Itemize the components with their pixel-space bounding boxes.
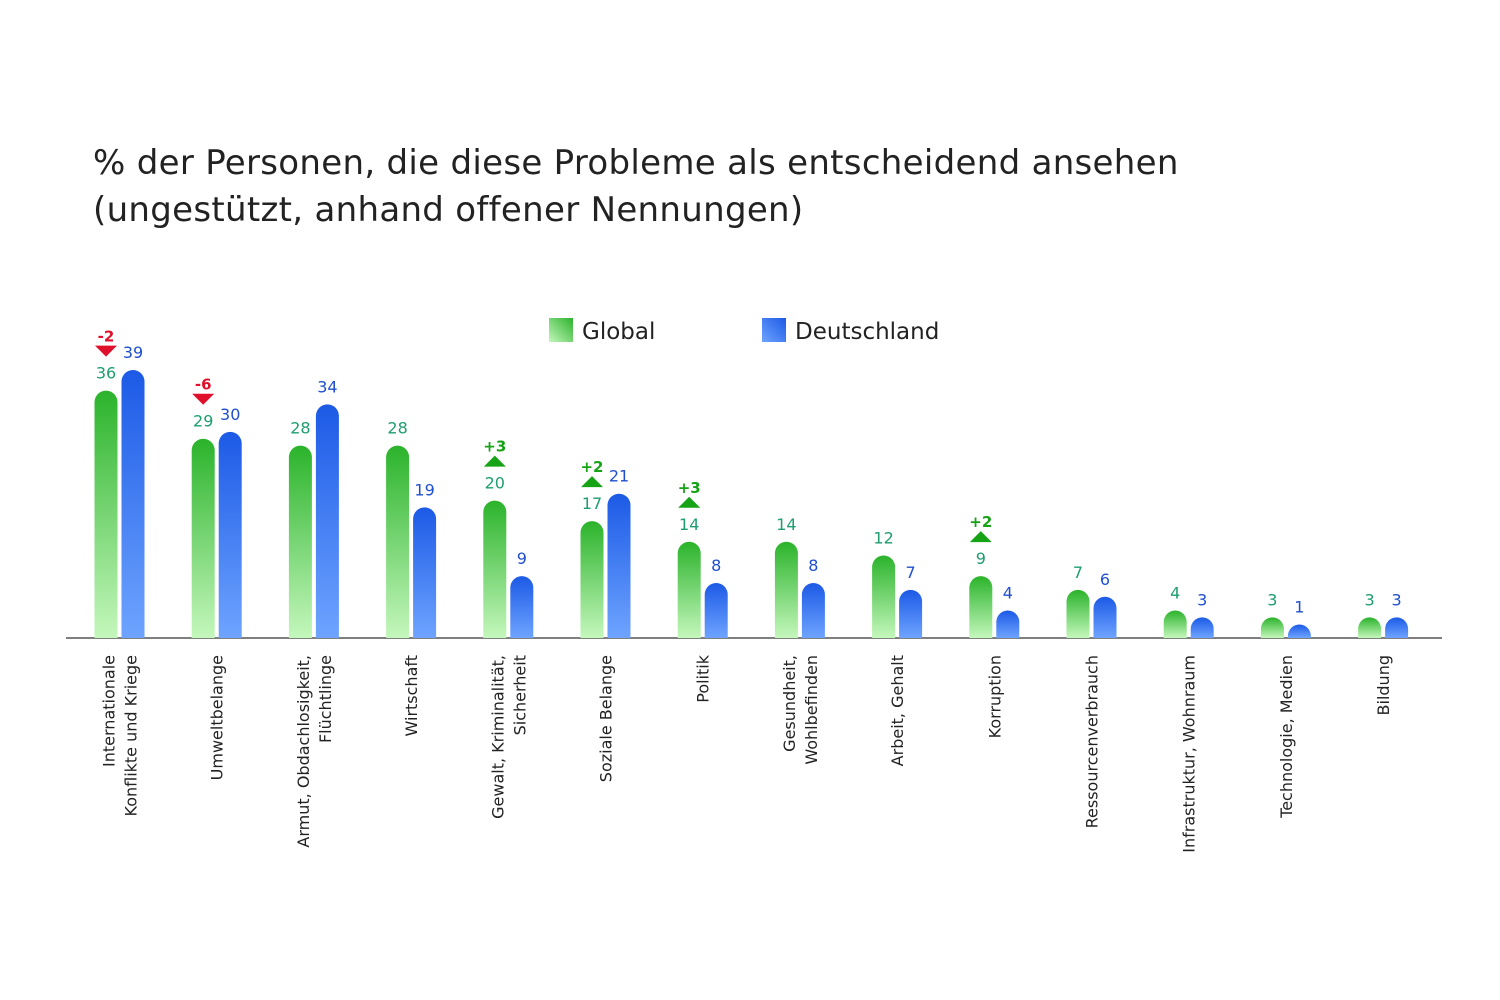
data-label-deutschland: 3 <box>1197 590 1207 609</box>
bar-deutschland <box>1287 624 1311 638</box>
change-up-triangle-icon <box>483 455 506 467</box>
bar-global <box>483 500 507 638</box>
change-up-triangle-icon <box>581 476 603 488</box>
chart-title-line: % der Personen, die diese Probleme als e… <box>93 143 1179 183</box>
data-label-global: 14 <box>679 515 699 534</box>
chart-subtitle: (ungestützt, anhand offener Nennungen) <box>93 190 804 230</box>
category-label: Bildung <box>1374 655 1393 715</box>
category-label: Umweltbelange <box>208 655 227 780</box>
bar-global <box>1260 617 1284 638</box>
bar-global <box>969 576 993 638</box>
bar-deutschland <box>704 583 728 638</box>
data-label-global: 3 <box>1267 590 1277 609</box>
bar-global <box>1163 610 1187 638</box>
data-label-global: 4 <box>1170 584 1180 603</box>
bar-global <box>288 445 312 638</box>
bar-deutschland <box>121 370 145 638</box>
bar-deutschland <box>315 404 339 638</box>
bar-deutschland <box>510 576 534 638</box>
bar-global <box>1066 589 1090 638</box>
data-label-deutschland: 3 <box>1392 590 1402 609</box>
bar-global <box>191 438 215 638</box>
change-down-triangle-icon <box>192 393 215 405</box>
bar-deutschland <box>413 507 437 638</box>
legend-label: Deutschland <box>795 319 939 345</box>
data-label-deutschland: 6 <box>1100 570 1110 589</box>
category-label: Soziale Belange <box>597 655 616 782</box>
data-label-deutschland: 8 <box>711 556 721 575</box>
data-label-deutschland: 21 <box>609 467 629 486</box>
bar-deutschland <box>1385 617 1409 638</box>
legend-label: Global <box>582 319 655 345</box>
category-label: Wirtschaft <box>402 655 421 736</box>
category-label: Gewalt, Kriminalität, <box>488 655 507 819</box>
change-label: +2 <box>969 513 992 531</box>
bar-global <box>774 541 798 638</box>
category-label: Infrastruktur, Wohnraum <box>1180 655 1199 853</box>
category-label: Korruption <box>985 655 1004 738</box>
data-label-global: 3 <box>1365 590 1375 609</box>
legend-swatch-deutschland <box>762 318 786 342</box>
change-up-triangle-icon <box>678 496 701 508</box>
data-label-global: 20 <box>485 474 505 493</box>
bar-deutschland <box>801 583 825 638</box>
change-label: +2 <box>580 458 603 476</box>
change-label: +3 <box>678 479 701 497</box>
change-label: -6 <box>195 376 212 394</box>
bar-deutschland <box>607 493 631 638</box>
data-label-deutschland: 7 <box>906 563 916 582</box>
change-label: -2 <box>98 328 115 346</box>
category-label: Politik <box>694 654 713 702</box>
data-label-deutschland: 30 <box>220 405 240 424</box>
category-label: Technologie, Medien <box>1277 655 1296 819</box>
bar-global <box>386 445 410 638</box>
data-label-deutschland: 19 <box>414 480 434 499</box>
category-label: Gesundheit, <box>780 655 799 752</box>
category-label: Internationale <box>100 655 119 767</box>
data-label-global: 29 <box>193 412 213 431</box>
category-label: Wohlbefinden <box>802 655 821 765</box>
bar-deutschland <box>899 589 923 638</box>
change-down-triangle-icon <box>95 345 117 357</box>
data-label-global: 28 <box>387 419 407 438</box>
data-label-global: 28 <box>290 419 310 438</box>
change-up-triangle-icon <box>969 531 992 543</box>
category-label: Sicherheit <box>510 655 529 735</box>
category-label: Konflikte und Kriege <box>122 655 141 817</box>
data-label-deutschland: 1 <box>1294 598 1304 617</box>
data-label-global: 7 <box>1073 563 1083 582</box>
category-label: Armut, Obdachlosigkeit, <box>294 655 313 848</box>
data-label-global: 36 <box>96 364 116 383</box>
bar-deutschland <box>1093 596 1117 638</box>
data-label-deutschland: 39 <box>123 343 143 362</box>
bar-global <box>872 555 896 638</box>
bar-global <box>1358 617 1382 638</box>
data-label-deutschland: 4 <box>1003 584 1013 603</box>
change-label: +3 <box>483 438 506 456</box>
chart-title: % der Personen, die diese Probleme als e… <box>93 140 1179 234</box>
data-label-global: 14 <box>776 515 796 534</box>
category-label: Flüchtlinge <box>316 655 335 743</box>
data-label-global: 17 <box>582 494 602 513</box>
data-label-global: 12 <box>873 529 893 548</box>
bar-deutschland <box>996 610 1020 638</box>
category-label: Ressourcenverbrauch <box>1083 655 1102 828</box>
bar-global <box>677 541 701 638</box>
category-label: Arbeit, Gehalt <box>888 655 907 766</box>
data-label-deutschland: 9 <box>517 549 527 568</box>
data-label-global: 9 <box>976 549 986 568</box>
data-label-deutschland: 8 <box>808 556 818 575</box>
data-label-deutschland: 34 <box>317 377 337 396</box>
bar-global <box>580 521 604 638</box>
bar-global <box>94 390 118 638</box>
bar-deutschland <box>218 431 242 638</box>
bar-deutschland <box>1190 617 1214 638</box>
legend-swatch-global <box>549 318 573 342</box>
